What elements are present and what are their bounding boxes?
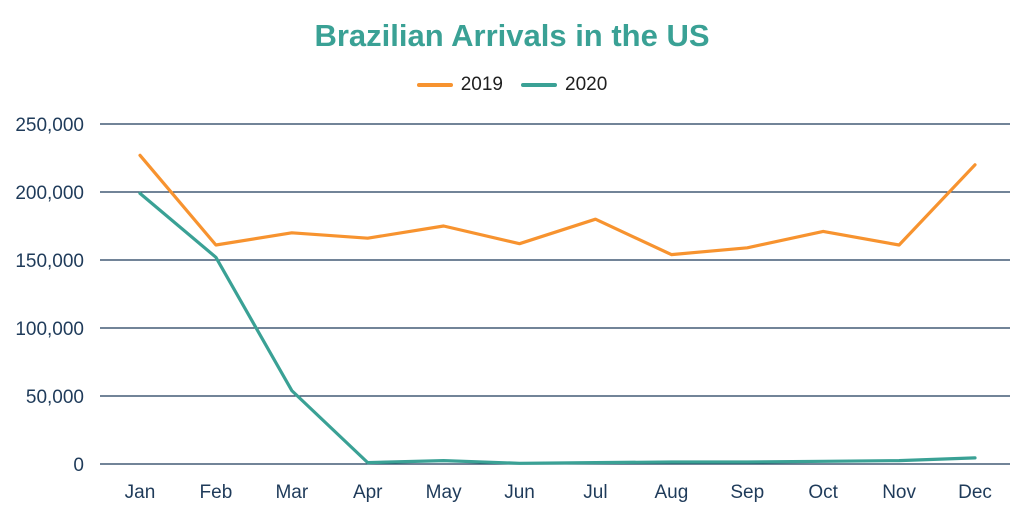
legend-label-2020: 2020 xyxy=(565,74,608,95)
x-tick-label: Sep xyxy=(730,482,764,503)
x-tick-label: Dec xyxy=(958,482,992,503)
y-tick-label: 150,000 xyxy=(15,251,84,272)
chart-title: Brazilian Arrivals in the US xyxy=(314,18,710,53)
y-tick-label: 200,000 xyxy=(15,183,84,204)
legend-swatch-2020 xyxy=(521,83,557,87)
x-tick-label: Jul xyxy=(583,482,607,503)
x-tick-label: Apr xyxy=(353,482,383,503)
series-line-2019 xyxy=(138,153,977,257)
series-line-2020 xyxy=(138,191,977,465)
y-tick-label: 0 xyxy=(73,455,84,476)
x-tick-label: Aug xyxy=(654,482,688,503)
legend-item-2019: 2019 xyxy=(416,74,503,96)
legend: 2019 2020 xyxy=(0,74,1024,96)
legend-item-2020: 2020 xyxy=(521,74,607,96)
x-tick-label: Oct xyxy=(808,482,838,503)
y-tick-label: 100,000 xyxy=(15,319,84,340)
y-tick-label: 50,000 xyxy=(26,387,84,408)
x-tick-label: Jun xyxy=(504,482,535,503)
x-tick-label: May xyxy=(426,482,462,503)
x-tick-label: Mar xyxy=(275,482,308,503)
x-tick-label: Nov xyxy=(882,482,916,503)
y-tick-label: 250,000 xyxy=(15,115,84,136)
x-tick-label: Feb xyxy=(200,482,233,503)
x-tick-label: Jan xyxy=(125,482,156,503)
legend-swatch-2019 xyxy=(416,83,453,87)
legend-label-2019: 2019 xyxy=(460,74,503,95)
